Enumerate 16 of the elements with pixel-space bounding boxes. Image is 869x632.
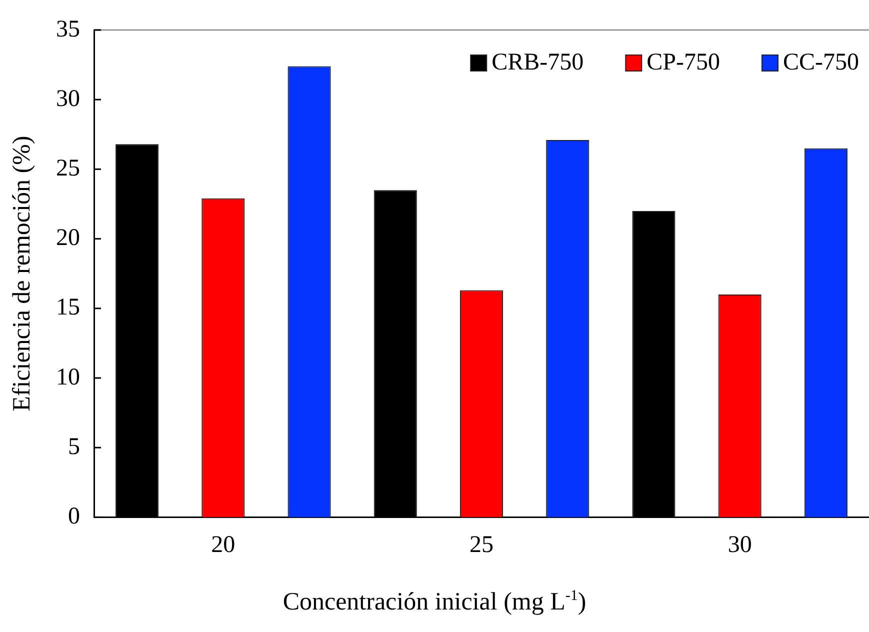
y-tick-label: 25 (56, 155, 80, 182)
x-tick-label: 30 (728, 532, 752, 558)
x-axis-title: Concentración inicial (mg L$^{-1}$) (282, 588, 588, 616)
x-tick-label: 20 (211, 532, 236, 558)
y-tick-label: 15 (56, 294, 80, 321)
x-tick-label: 25 (470, 532, 494, 558)
legend-label: CRB-750 (492, 49, 584, 76)
y-tick-label: 30 (56, 86, 80, 112)
legend-label: CC-750 (782, 49, 860, 76)
y-axis-title: Eficiencia de remoción (%) (8, 136, 36, 412)
y-tick-label: 35 (56, 16, 80, 42)
y-tick-label: 5 (68, 434, 80, 460)
y-tick-label: 10 (56, 364, 80, 390)
y-tick-label: 0 (68, 503, 80, 530)
y-tick-label: 20 (56, 225, 80, 252)
legend-label: CP-750 (646, 49, 720, 76)
